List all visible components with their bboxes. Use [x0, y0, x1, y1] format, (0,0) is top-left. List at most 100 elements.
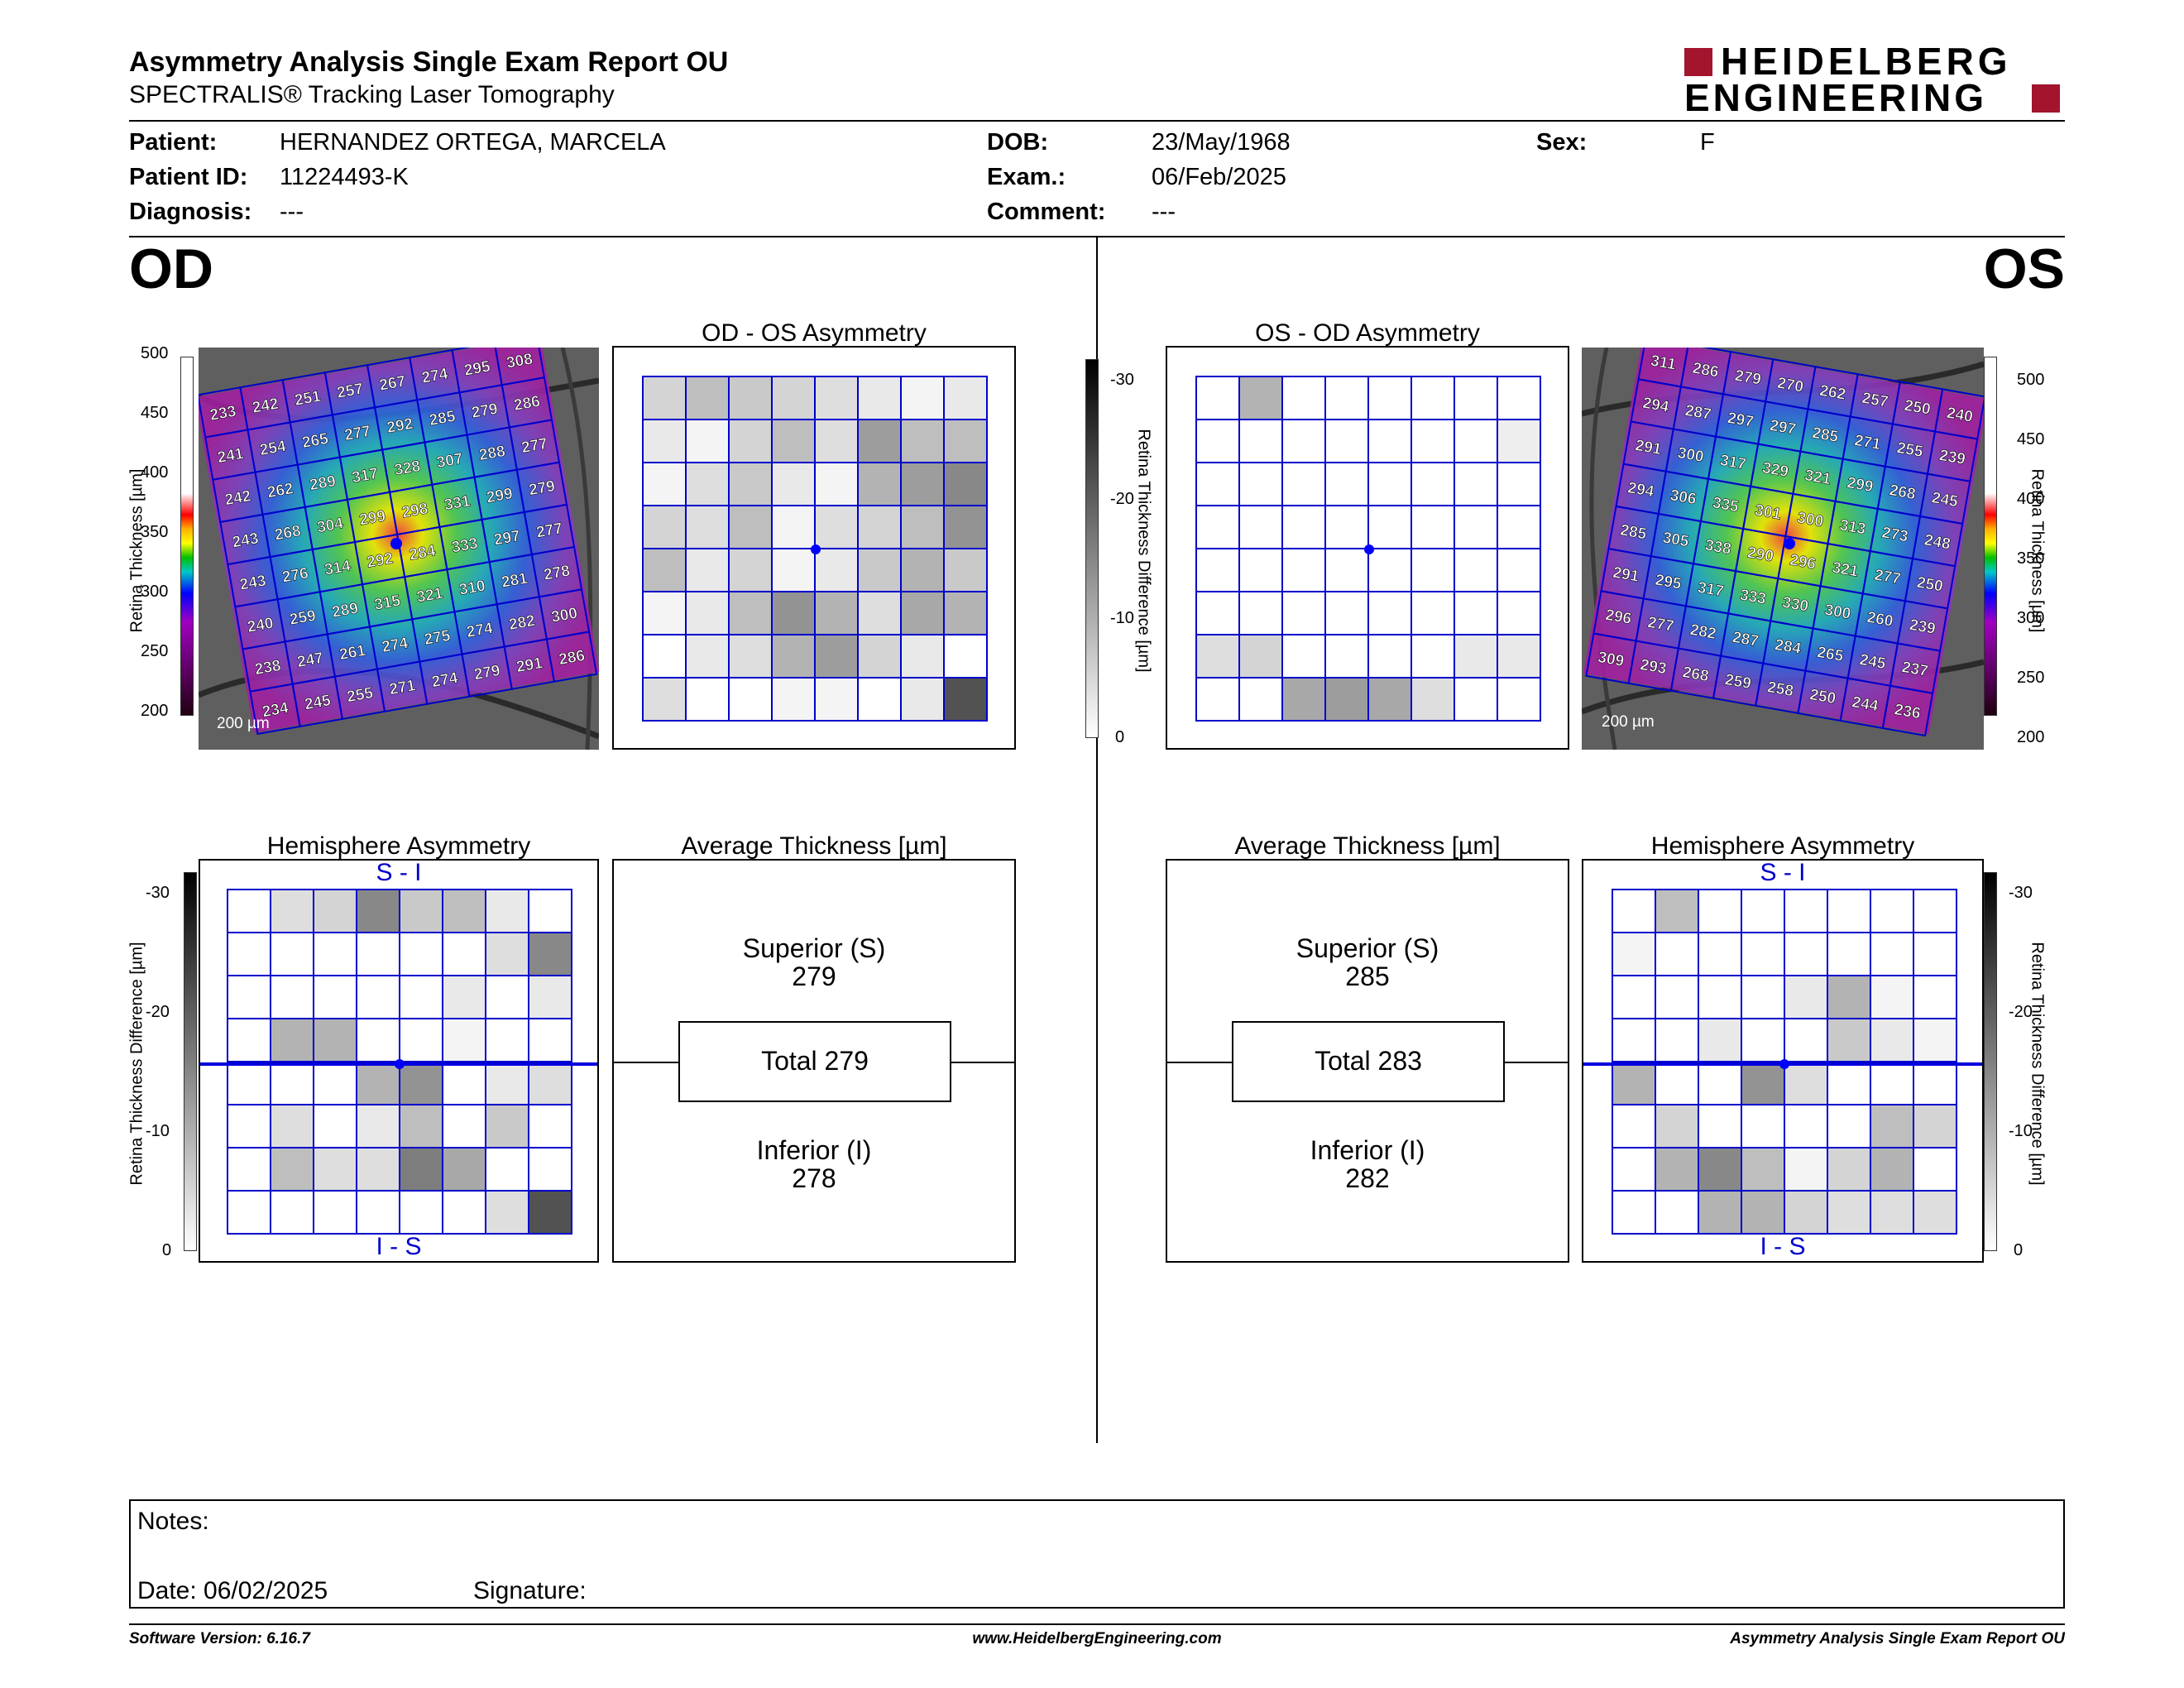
os-hemi-cell [1741, 1061, 1785, 1105]
od-thickness-scale: 500 450 400 350 300 250 200 [132, 344, 194, 741]
os-asym-cell [1454, 462, 1498, 506]
os-hemi-cell [1913, 1104, 1957, 1149]
os-hemi-cell [1741, 1018, 1785, 1062]
os-asym-cell [1410, 505, 1455, 549]
os-hemi-cell [1784, 975, 1828, 1019]
os-asym-cell [1454, 419, 1498, 463]
footer-software: Software Version: 6.16.7 [129, 1630, 310, 1647]
dob-label: DOB: [987, 129, 1049, 156]
od-hemi-cell [227, 889, 271, 933]
notes-box[interactable]: Notes: Date: 06/02/2025 Signature: [129, 1499, 2065, 1609]
os-asym-cell [1410, 419, 1455, 463]
od-hemi-cell [485, 1147, 529, 1192]
os-asym-cell [1195, 548, 1240, 592]
od-asym-grid [642, 376, 988, 722]
os-asym-cell [1281, 634, 1326, 679]
od-hemi-cell [485, 975, 529, 1019]
os-hemi-cell [1870, 975, 1914, 1019]
os-asym-cell [1281, 505, 1326, 549]
os-hemi-cell [1827, 1018, 1871, 1062]
od-asym-cell [642, 462, 687, 506]
os-tick-450: 450 [2017, 430, 2045, 448]
os-scale-bar-label: 200 µm [1602, 713, 1655, 731]
diagnosis-label: Diagnosis: [129, 199, 252, 225]
od-hemi-cell [313, 932, 357, 976]
od-hemi-cell [270, 1061, 314, 1105]
os-asym-cell [1367, 376, 1412, 420]
os-thickness-value: 258 [1766, 679, 1795, 700]
os-hemi-cell [1655, 1147, 1699, 1192]
od-asym-cell [685, 376, 730, 420]
os-asym-cell [1281, 376, 1326, 420]
od-hemi-tick-0: 0 [162, 1241, 172, 1259]
os-asym-cell [1497, 591, 1541, 635]
os-hemi-cell [1913, 1061, 1957, 1105]
os-asym-cell [1195, 677, 1240, 722]
od-hemi-cell [227, 1018, 271, 1062]
os-asym-cell [1238, 634, 1283, 679]
center-divider [1096, 237, 1098, 1443]
od-thickness-value: 292 [366, 549, 395, 571]
os-hemi-cell [1655, 1190, 1699, 1235]
od-asym-cell [642, 376, 687, 420]
od-asym-cell [728, 634, 773, 679]
od-tick-500: 500 [141, 344, 169, 362]
logo-line-1: HEIDELBERG [1721, 40, 2012, 83]
os-hemi-cell [1827, 975, 1871, 1019]
os-asym-cell [1281, 462, 1326, 506]
od-tick-350: 350 [141, 523, 169, 541]
os-asym-cell [1454, 376, 1498, 420]
od-asym-cell [814, 634, 859, 679]
os-hemi-cell [1741, 1190, 1785, 1235]
patient-divider [129, 236, 2065, 237]
od-asym-cell [771, 591, 816, 635]
os-hemi-cell [1655, 975, 1699, 1019]
os-avg-title: Average Thickness [µm] [1234, 832, 1501, 860]
os-thickness-value: 259 [1723, 671, 1752, 693]
os-thickness-scale: 500 450 400 350 300 250 200 [1984, 344, 2050, 746]
od-asym-cell [771, 419, 816, 463]
od-asym-cell [642, 634, 687, 679]
od-hemi-cell [270, 975, 314, 1019]
os-hemi-cell [1612, 1018, 1656, 1062]
os-hemi-cell [1870, 1104, 1914, 1149]
od-hemi-cell [356, 932, 400, 976]
os-inferior-label: Inferior (I) [1310, 1135, 1425, 1165]
od-thickness-value: 281 [500, 570, 529, 592]
center-diff-scale: -30 -20 -10 0 [1085, 359, 1135, 746]
os-asym-cell [1324, 505, 1369, 549]
os-asym-cell [1281, 419, 1326, 463]
os-asym-cell [1497, 634, 1541, 679]
od-hemi-cell [528, 1061, 572, 1105]
od-tick-450: 450 [141, 404, 169, 422]
od-hemi-cell [313, 975, 357, 1019]
od-thickness-value: 257 [336, 381, 365, 402]
os-hemi-cell [1870, 1147, 1914, 1192]
os-asym-cell [1367, 462, 1412, 506]
os-hemi-cell [1827, 1104, 1871, 1149]
od-thickness-value: 297 [493, 527, 522, 549]
od-thickness-value: 295 [462, 357, 491, 379]
os-asym-cell [1367, 505, 1412, 549]
od-tick-250: 250 [141, 642, 169, 660]
os-thickness-value: 317 [1718, 452, 1747, 473]
od-hemi-cell [227, 932, 271, 976]
os-thickness-cell [1881, 684, 1934, 737]
od-hemi-tick-m10: -10 [146, 1122, 170, 1140]
od-asym-cell [857, 462, 902, 506]
os-asym-cell [1238, 677, 1283, 722]
od-hemi-cell [399, 889, 443, 933]
od-thickness-value: 254 [258, 438, 287, 459]
os-superior-label: Superior (S) [1296, 933, 1439, 963]
od-hemi-cell [356, 1061, 400, 1105]
os-thickness-value: 300 [1676, 444, 1705, 466]
od-hemi-cell [528, 1104, 572, 1149]
os-hemi-cell [1784, 1147, 1828, 1192]
os-hemi-cell [1612, 1190, 1656, 1235]
os-asym-cell [1454, 505, 1498, 549]
footer-website[interactable]: www.HeidelbergEngineering.com [972, 1630, 1222, 1647]
od-hemi-cell [270, 1104, 314, 1149]
od-hemi-cell [442, 1018, 486, 1062]
od-asym-cell [900, 591, 945, 635]
